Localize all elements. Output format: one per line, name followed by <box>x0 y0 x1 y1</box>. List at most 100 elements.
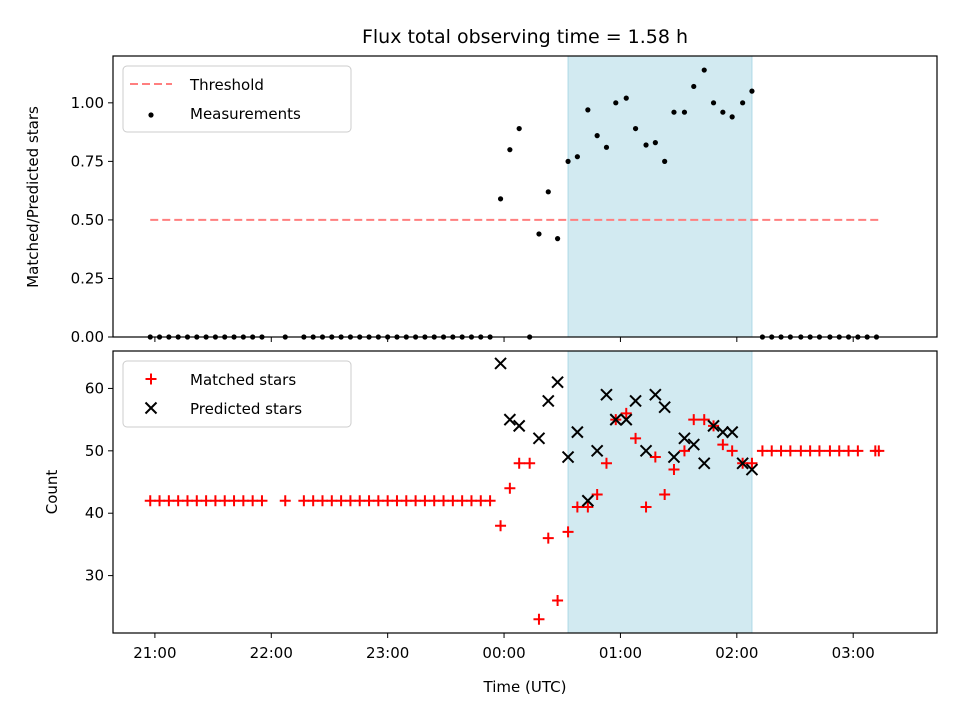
predicted-star-point <box>649 388 662 401</box>
top-axes-frame <box>112 55 938 338</box>
bottom-legend-label: Matched stars <box>190 371 296 389</box>
bottom-legend-label: Predicted stars <box>190 400 302 418</box>
matched-star-point <box>824 445 836 457</box>
matched-star-point <box>326 495 338 507</box>
measurement-point <box>613 100 619 106</box>
bottom-y-tick-label: 40 <box>85 504 104 522</box>
measurement-point <box>536 231 542 237</box>
matched-star-point <box>200 495 212 507</box>
measurement-point <box>594 133 600 139</box>
measurement-point <box>632 125 639 132</box>
measurement-point <box>729 114 735 120</box>
matched-star-point <box>344 495 356 507</box>
predicted-star-point <box>571 425 584 439</box>
x-tick-label: 00:00 <box>482 644 525 662</box>
matched-star-point <box>591 488 603 500</box>
bottom-legend-box <box>122 360 352 428</box>
measurement-point <box>662 158 668 164</box>
matched-star-point <box>600 457 612 469</box>
x-tick-label: 23:00 <box>366 644 409 662</box>
matched-star-point <box>582 501 594 513</box>
bottom-axes-frame <box>112 350 938 634</box>
predicted-star-point <box>658 400 671 414</box>
matched-star-point <box>279 495 291 507</box>
matched-star-point <box>438 495 450 507</box>
matched-star-point <box>775 445 787 457</box>
matched-star-point <box>640 501 652 513</box>
predicted-star-point <box>698 457 711 470</box>
matched-star-point <box>172 495 184 507</box>
matched-star-point <box>144 495 156 507</box>
measurement-point <box>740 100 746 106</box>
measurement-point <box>574 154 580 160</box>
measurement-point <box>691 83 697 90</box>
measurement-point <box>720 109 726 115</box>
measurement-point <box>749 88 755 94</box>
measurement-point <box>652 140 658 146</box>
matched-star-point <box>717 439 729 451</box>
measurement-point <box>545 189 551 195</box>
matched-star-point <box>465 495 477 507</box>
matched-star-point <box>181 495 193 507</box>
matched-star-point <box>649 451 661 463</box>
measurement-point <box>671 109 677 115</box>
predicted-star-point <box>581 494 595 507</box>
top-legend-box <box>122 65 352 133</box>
matched-star-point <box>400 495 412 507</box>
matched-star-point <box>307 495 319 507</box>
top-highlight-span <box>567 55 753 338</box>
matched-star-point <box>630 432 642 444</box>
matched-star-point <box>428 495 440 507</box>
matched-star-point <box>256 495 268 507</box>
predicted-star-point <box>716 425 730 439</box>
predicted-star-point <box>512 419 526 433</box>
matched-star-point <box>475 495 487 507</box>
predicted-star-point <box>687 438 700 451</box>
chart-title: Flux total observing time = 1.58 h <box>362 26 688 48</box>
matched-star-point <box>668 464 680 476</box>
legend-measurements-swatch <box>148 112 154 118</box>
matched-star-point <box>391 495 403 507</box>
matched-star-point <box>688 414 700 426</box>
top-y-tick-label: 0.25 <box>71 269 104 287</box>
predicted-star-point <box>600 388 613 401</box>
matched-star-point <box>813 445 825 457</box>
matched-star-point <box>756 445 768 457</box>
matched-star-point <box>209 495 221 507</box>
matched-star-point <box>843 445 855 457</box>
top-y-tick-label: 0.00 <box>71 328 104 346</box>
top-y-axis-label: Matched/Predicted stars <box>24 106 42 288</box>
x-tick-label: 03:00 <box>832 644 875 662</box>
matched-star-point <box>784 445 796 457</box>
predicted-star-point <box>561 450 575 464</box>
matched-star-point <box>163 495 175 507</box>
measurement-point <box>507 147 513 153</box>
matched-star-point <box>698 414 710 426</box>
matched-star-point <box>678 445 690 457</box>
matched-star-point <box>524 457 536 469</box>
top-legend: Threshold Measurements <box>122 65 352 133</box>
matched-star-point <box>833 445 845 457</box>
matched-star-point <box>335 495 347 507</box>
predicted-star-point <box>725 425 739 439</box>
matched-star-point <box>447 495 459 507</box>
matched-star-point <box>542 532 554 544</box>
measurement-point <box>681 109 688 115</box>
matched-star-point <box>382 495 394 507</box>
matched-star-point <box>726 445 738 457</box>
measurement-point <box>710 100 717 106</box>
matched-star-point <box>873 445 885 457</box>
matched-star-point <box>552 595 564 607</box>
predicted-star-point <box>639 444 653 458</box>
matched-star-point <box>363 495 375 507</box>
bottom-legend: Matched stars Predicted stars <box>122 360 352 428</box>
matched-star-point <box>298 495 310 507</box>
matched-star-point <box>504 482 516 494</box>
x-tick-label: 02:00 <box>715 644 758 662</box>
measurement-point <box>554 236 561 242</box>
matched-star-point <box>795 445 807 457</box>
bottom-y-axis-label: Count <box>43 470 61 515</box>
top-legend-label: Threshold <box>189 76 264 94</box>
matched-star-point <box>228 495 240 507</box>
matched-star-point <box>191 495 203 507</box>
